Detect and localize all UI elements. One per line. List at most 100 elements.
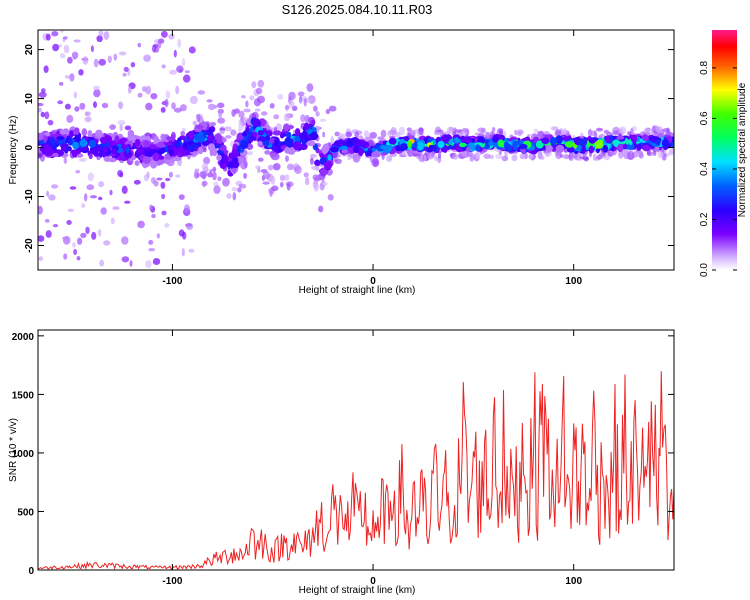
y-tick-label: 1000 — [12, 449, 35, 460]
heatmap-cell — [270, 175, 276, 185]
heatmap-cell — [588, 137, 596, 144]
heatmap-cell — [196, 134, 206, 143]
heatmap-cell — [161, 193, 166, 200]
heatmap-cell — [669, 148, 674, 156]
heatmap-cell — [52, 152, 59, 158]
heatmap-cell — [533, 128, 539, 133]
heatmap-cell — [286, 131, 292, 139]
heatmap-cell — [168, 171, 173, 178]
heatmap-cell — [148, 239, 154, 245]
heatmap-cell — [284, 146, 291, 154]
heatmap-cell — [217, 176, 222, 182]
heatmap-cell — [492, 135, 499, 143]
heatmap-cell — [160, 181, 166, 189]
heatmap-cell — [213, 104, 218, 109]
heatmap-cell — [157, 40, 162, 49]
heatmap-cell — [38, 102, 44, 107]
heatmap-cell — [180, 130, 186, 136]
heatmap-cell — [192, 120, 197, 126]
heatmap-cell — [141, 86, 147, 92]
heatmap-cell — [657, 151, 664, 159]
heatmap-cell — [127, 135, 134, 141]
heatmap-cell — [207, 135, 215, 142]
heatmap-cell — [99, 259, 105, 267]
heatmap-cell — [184, 70, 190, 74]
heatmap-cell — [303, 122, 310, 131]
heatmap-cell — [187, 145, 196, 151]
heatmap-cell — [452, 154, 459, 160]
heatmap-cell — [357, 147, 364, 157]
heatmap-cell — [297, 91, 305, 97]
heatmap-cell — [277, 94, 284, 100]
heatmap-cell — [212, 171, 217, 181]
heatmap-cell — [292, 141, 302, 150]
heatmap-cell — [491, 126, 496, 132]
heatmap-cell — [630, 134, 638, 143]
heatmap-cell — [462, 128, 469, 133]
heatmap-cell — [262, 181, 270, 185]
heatmap-cell — [607, 151, 614, 157]
heatmap-cell — [63, 253, 68, 260]
heatmap-cell — [512, 154, 518, 158]
heatmap-cell — [71, 150, 78, 158]
heatmap-cell — [310, 157, 314, 165]
heatmap-cell — [169, 149, 174, 157]
heatmap-cell — [516, 129, 524, 135]
heatmap-cell — [134, 160, 140, 167]
heatmap-cell — [216, 143, 221, 149]
heatmap-cell — [621, 149, 629, 153]
heatmap-cell — [284, 113, 291, 122]
heatmap-cell — [273, 126, 278, 131]
y-tick-label: 0 — [24, 144, 35, 150]
heatmap-cell — [43, 144, 50, 153]
heatmap-cell — [218, 109, 223, 119]
x-tick-label: 100 — [565, 576, 582, 587]
heatmap-cell — [288, 91, 296, 101]
heatmap-cell — [353, 146, 360, 154]
heatmap-cell — [245, 126, 250, 133]
heatmap-cell — [286, 182, 291, 191]
heatmap-cell — [477, 127, 485, 133]
heatmap-cell — [569, 153, 574, 161]
heatmap-cell — [261, 111, 268, 116]
colorbar-tick-label: 0.4 — [699, 162, 710, 176]
heatmap-cell — [303, 172, 309, 178]
heatmap-cell — [349, 143, 353, 148]
heatmap-cell — [66, 114, 74, 123]
heatmap-cell — [72, 242, 76, 248]
heatmap-cell — [294, 165, 302, 175]
heatmap-cell — [124, 125, 132, 131]
heatmap-cell — [288, 100, 295, 108]
heatmap-cell — [269, 152, 278, 158]
heatmap-cell — [201, 180, 208, 187]
heatmap-cell — [216, 154, 222, 161]
heatmap-cell — [74, 127, 80, 135]
heatmap-cell — [161, 30, 168, 38]
heatmap-cell — [109, 124, 116, 130]
heatmap-cell — [142, 156, 151, 165]
heatmap-cell — [113, 53, 118, 61]
heatmap-cell — [166, 136, 172, 141]
heatmap-cell — [545, 144, 553, 153]
heatmap-cell — [257, 130, 264, 136]
chart-title: S126.2025.084.10.11.R03 — [282, 2, 433, 17]
heatmap-cell — [197, 146, 204, 155]
heatmap-cell — [60, 30, 64, 33]
heatmap-cell — [94, 152, 100, 157]
heatmap-cell — [137, 42, 142, 48]
heatmap-cell — [216, 135, 223, 145]
heatmap-cell — [156, 233, 160, 239]
heatmap-cell — [118, 101, 124, 110]
heatmap-cell — [38, 256, 43, 261]
heatmap-cell — [43, 65, 49, 73]
heatmap-cell — [416, 141, 424, 151]
heatmap-cell — [458, 142, 467, 148]
heatmap-cell — [371, 158, 380, 168]
heatmap-cell — [93, 85, 100, 91]
heatmap-cell — [63, 157, 67, 164]
heatmap-cell — [84, 193, 88, 202]
heatmap-cell — [309, 131, 318, 141]
heatmap-cell — [38, 235, 45, 242]
heatmap-cell — [151, 213, 156, 219]
heatmap-cell — [64, 103, 71, 110]
